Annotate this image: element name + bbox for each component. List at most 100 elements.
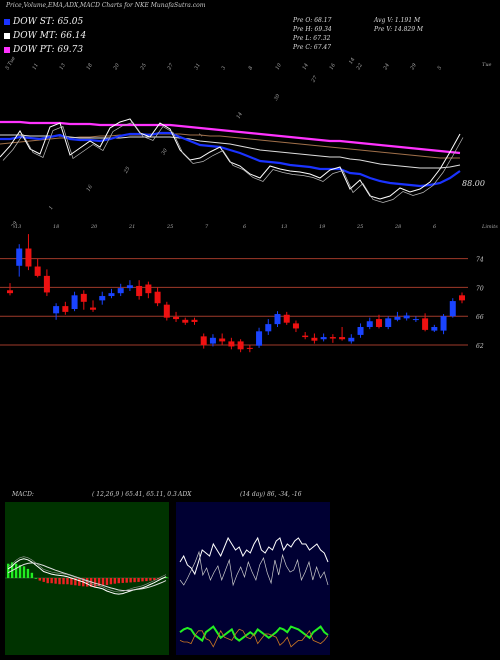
candle-body	[449, 301, 456, 317]
candle-body	[320, 337, 327, 340]
candle-right-caption: Limits	[481, 224, 498, 230]
macd-histogram-bar	[93, 578, 97, 587]
macd-histogram-bar	[46, 578, 49, 584]
candle-body	[385, 318, 392, 327]
candle-y-tick: 74	[476, 257, 484, 264]
macd-line-shadow	[7, 556, 167, 593]
candle-top-tick: 7	[205, 224, 209, 230]
ema-top-tick: 31	[194, 62, 202, 71]
candle-body	[246, 347, 253, 349]
macd-histogram-bar	[145, 578, 148, 582]
ema-top-tick: 5 Tue	[5, 56, 17, 71]
stat-pre-low: Pre L: 67.32	[293, 35, 331, 42]
adx-series-orange	[179, 628, 329, 648]
adx-params: (14 day) 86, -34, -16	[240, 491, 302, 498]
candle-body	[62, 306, 69, 312]
ema-right-caption: Tue	[482, 62, 492, 68]
stat-pre-open: Pre O: 68.17	[293, 17, 332, 24]
ema-bottom-tick: 1	[48, 205, 55, 211]
stat-pre-close: Pre C: 67.47	[293, 44, 332, 51]
candle-top-tick: 21	[128, 224, 135, 230]
macd-histogram-bar	[22, 566, 26, 578]
ema-top-tick: 5	[437, 65, 444, 71]
candle-body	[256, 331, 263, 346]
candle-top-tick: 18	[53, 224, 59, 230]
candle-body	[283, 314, 290, 323]
ema-bottom-tick: 30	[273, 92, 282, 101]
candle-top-tick: 20	[90, 224, 98, 230]
candle-top-tick: 6	[243, 224, 247, 230]
macd-histogram-bar	[54, 578, 57, 584]
candle-body	[357, 327, 364, 335]
ema-top-tick: 22	[355, 62, 364, 71]
ema-bottom-tick: 30	[161, 147, 170, 156]
candle-body	[422, 318, 429, 330]
ema-top-tick: 8	[248, 65, 255, 71]
macd-histogram-bar	[133, 578, 136, 583]
ema-top-tick: 18	[86, 62, 94, 71]
candle-body	[7, 290, 13, 294]
macd-histogram-bar	[141, 578, 144, 582]
ema-top-tick: 13	[59, 62, 67, 71]
candle-body	[219, 338, 226, 342]
candle-body	[191, 319, 198, 322]
stat-avg-volume: Avg V: 1.191 M	[374, 17, 421, 24]
candle-body	[394, 316, 401, 320]
macd-histogram-bar	[109, 578, 113, 585]
candle-top-tick: 6	[433, 224, 437, 230]
candle-body	[53, 306, 60, 314]
candle-body	[117, 288, 124, 294]
ema-bottom-tick: 25	[123, 166, 132, 175]
candle-top-tick: 28	[394, 224, 401, 230]
candle-body	[154, 291, 161, 304]
ema-series-ema_pt	[0, 120, 461, 155]
macd-histogram-bar	[125, 578, 128, 583]
candle-y-tick: 62	[476, 343, 484, 350]
ema-series-price-shadow	[2, 122, 464, 203]
candle-body	[292, 323, 299, 329]
candle-body	[108, 293, 115, 297]
candle-body	[366, 321, 373, 327]
legend-swatch-mt	[4, 32, 10, 39]
macd-histogram-bar	[165, 576, 168, 578]
ema-top-tick: 10	[275, 62, 284, 71]
candle-body	[348, 337, 355, 342]
legend-dow-st-label: DOW ST: 65.05	[13, 17, 84, 27]
adx-panel-bg	[176, 502, 330, 655]
candle-body	[126, 285, 133, 289]
ema-bottom-tick: 14	[236, 111, 244, 120]
macd-histogram-bar	[66, 578, 69, 585]
ema-top-tick: 29	[409, 62, 418, 72]
ema-top-tick: 3	[221, 65, 228, 71]
candle-body	[71, 295, 78, 309]
macd-histogram-bar	[62, 578, 65, 585]
stat-pre-high: Pre H: 69.34	[293, 26, 332, 33]
macd-histogram-bar	[50, 578, 53, 584]
ema-top-tick: 24	[382, 62, 391, 71]
candle-body	[209, 337, 216, 344]
legend-dow-st: DOW ST: 65.05	[4, 17, 83, 27]
candle-body	[459, 295, 465, 301]
candle-body	[136, 285, 143, 297]
macd-histogram-bar	[58, 578, 61, 585]
macd-histogram-bar	[42, 578, 45, 582]
macd-params: ( 12,26,9 ) 65.41, 65.11, 0.3	[92, 491, 177, 498]
macd-histogram-bar	[38, 578, 41, 581]
candle-body	[80, 293, 87, 302]
ema-top-tick: 16	[329, 62, 338, 71]
candle-body	[200, 336, 207, 345]
adx-series-adx	[179, 550, 329, 587]
macd-histogram-bar	[18, 565, 22, 578]
candle-top-tick: 19	[319, 224, 326, 230]
candle-top-tick: 25	[166, 224, 173, 230]
candle-body	[25, 248, 32, 267]
candle-body	[34, 266, 41, 276]
macd-label: MACD:	[12, 491, 34, 498]
macd-histogram-bar	[101, 578, 105, 586]
ema-price-label: 88.00	[462, 179, 485, 188]
candle-body	[99, 296, 106, 301]
macd-histogram-bar	[30, 572, 34, 578]
ema-top-tick: 27	[166, 62, 175, 72]
macd-histogram-bar	[153, 578, 156, 581]
candle-body	[375, 319, 382, 327]
